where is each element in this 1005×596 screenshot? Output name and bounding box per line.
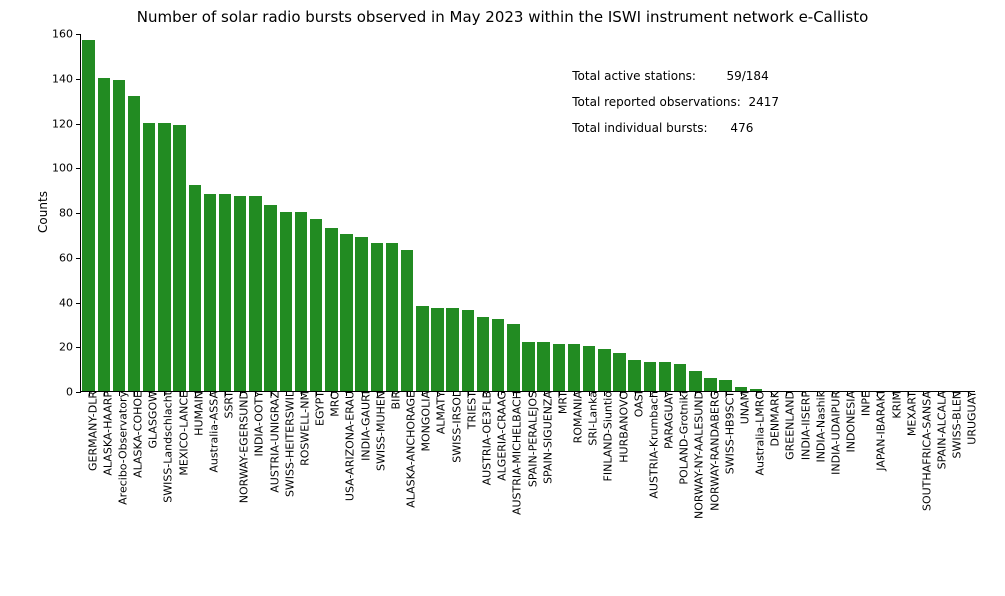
bar [628, 360, 640, 391]
bar [568, 344, 580, 391]
y-tick-label: 140 [52, 72, 81, 85]
y-tick-label: 20 [59, 341, 81, 354]
y-tick-label: 120 [52, 117, 81, 130]
bar [613, 353, 625, 391]
bar [674, 364, 686, 391]
bar [401, 250, 413, 391]
bar [173, 125, 185, 391]
bar [355, 237, 367, 391]
chart-annotations: Total active stations: 59/184 Total repo… [572, 63, 779, 142]
bar [583, 346, 595, 391]
bar [386, 243, 398, 391]
bar [598, 349, 610, 392]
bar [659, 362, 671, 391]
bar [264, 205, 276, 391]
bar [82, 40, 94, 391]
bar [689, 371, 701, 391]
chart-container: Number of solar radio bursts observed in… [0, 0, 1005, 596]
bar [477, 317, 489, 391]
bar [340, 234, 352, 391]
bar [98, 78, 110, 391]
bar [431, 308, 443, 391]
bar [371, 243, 383, 391]
bar [719, 380, 731, 391]
plot-area: 020406080100120140160GERMANY-DLRALASKA-H… [80, 34, 975, 392]
bar [522, 342, 534, 391]
bar [234, 196, 246, 391]
bar [492, 319, 504, 391]
chart-title: Number of solar radio bursts observed in… [0, 8, 1005, 26]
bar [295, 212, 307, 391]
bar [189, 185, 201, 391]
y-tick-label: 100 [52, 162, 81, 175]
bar [553, 344, 565, 391]
bar [143, 123, 155, 392]
y-axis-label: Counts [36, 191, 50, 233]
x-tick-label: URUGUAY [958, 391, 979, 445]
bar [325, 228, 337, 391]
bar [310, 219, 322, 391]
y-tick-label: 60 [59, 251, 81, 264]
bar [537, 342, 549, 391]
bar [507, 324, 519, 391]
bar [462, 310, 474, 391]
bar [704, 378, 716, 391]
bar [249, 196, 261, 391]
bar [113, 80, 125, 391]
bar [280, 212, 292, 391]
bar [204, 194, 216, 391]
bar [446, 308, 458, 391]
bar [416, 306, 428, 391]
y-tick-label: 160 [52, 28, 81, 41]
bar [219, 194, 231, 391]
bar [158, 123, 170, 392]
bar [128, 96, 140, 391]
bar [644, 362, 656, 391]
y-tick-label: 40 [59, 296, 81, 309]
y-tick-label: 80 [59, 207, 81, 220]
